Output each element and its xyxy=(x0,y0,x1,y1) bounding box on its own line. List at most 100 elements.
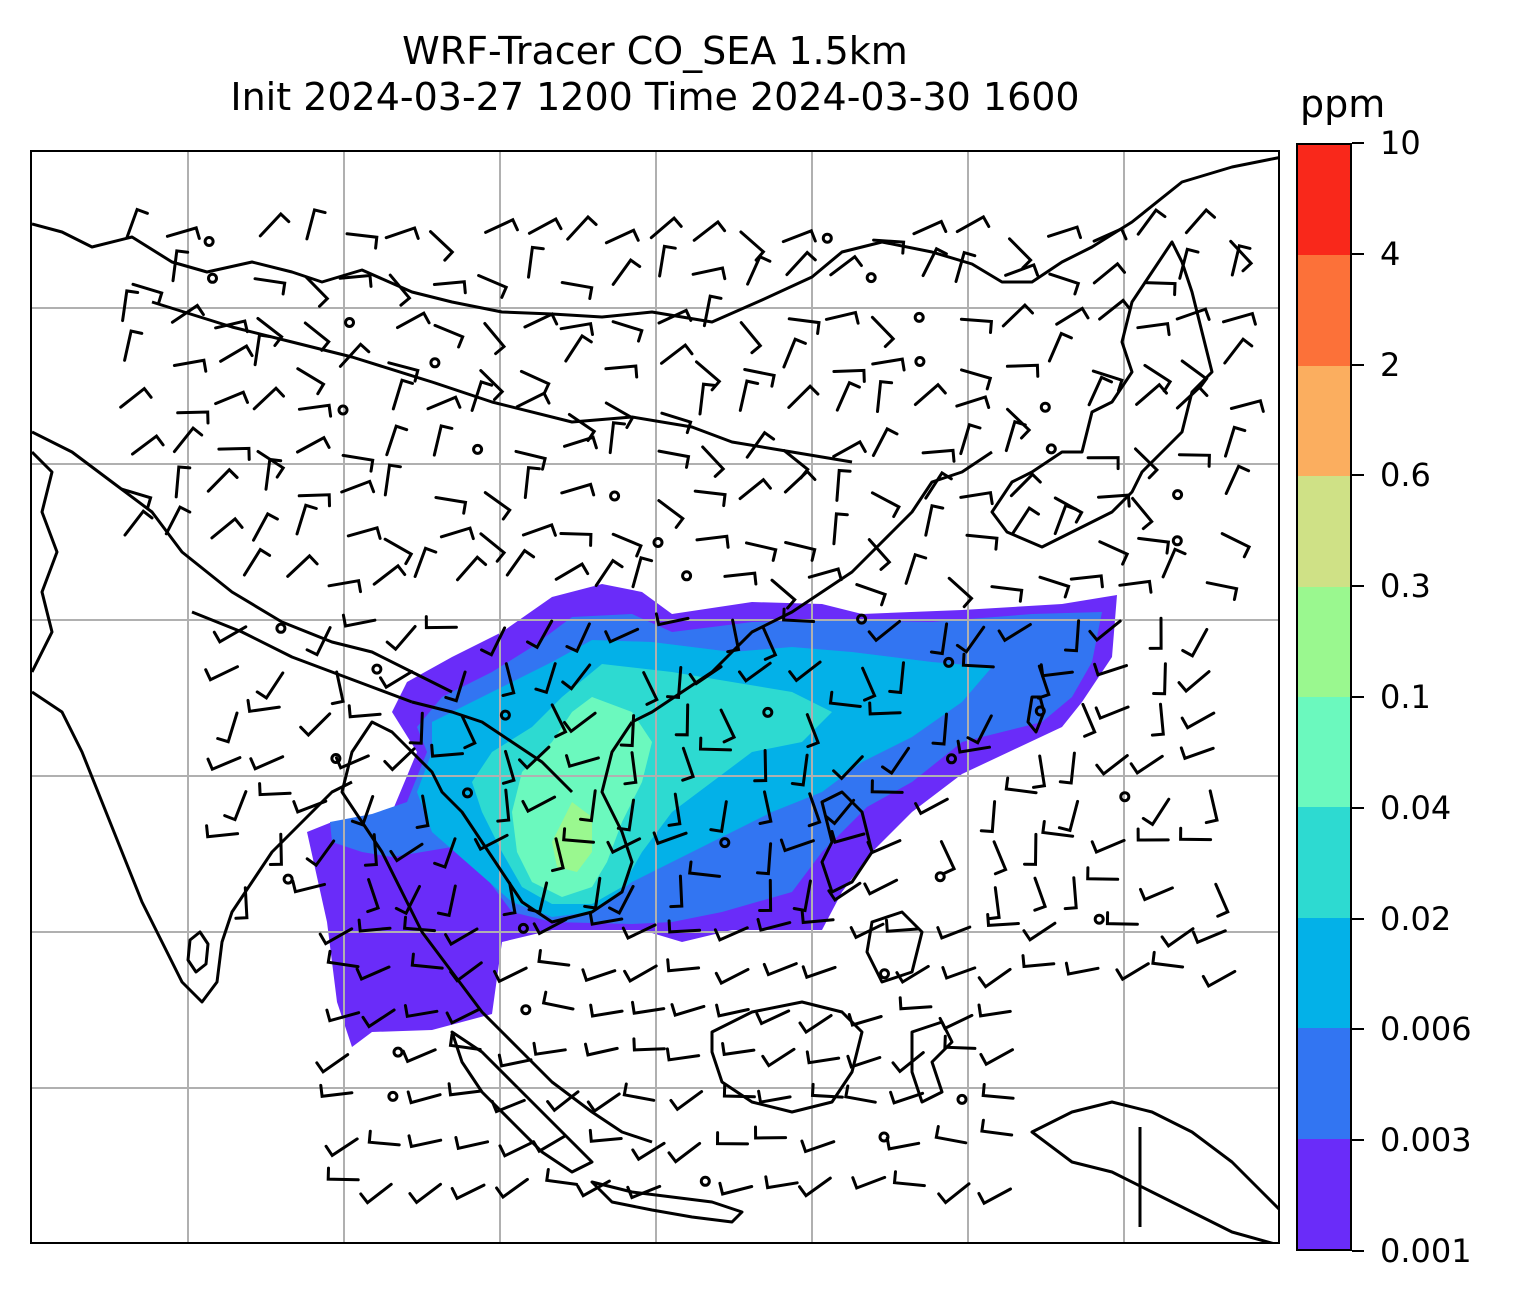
coastline-indochina xyxy=(340,720,653,1144)
wind-barb xyxy=(698,382,716,416)
wind-barb xyxy=(1220,532,1252,559)
wind-barb xyxy=(692,219,727,242)
calm-circle xyxy=(520,1004,532,1016)
wind-barb xyxy=(432,424,454,457)
wind-barb xyxy=(954,250,977,283)
wind-barb xyxy=(810,1082,844,1099)
wind-barb xyxy=(1229,398,1265,413)
wind-barb xyxy=(921,448,956,463)
wind-barb xyxy=(264,457,283,491)
wind-barb xyxy=(164,505,192,536)
calm-circle xyxy=(203,236,215,247)
wind-barb xyxy=(527,245,545,279)
wind-barb xyxy=(784,541,817,562)
wind-barb xyxy=(715,1003,750,1018)
wind-barb xyxy=(867,538,892,571)
wind-barb xyxy=(805,1050,841,1065)
wind-barb xyxy=(1048,272,1081,296)
wind-barb xyxy=(783,469,817,494)
calm-circle xyxy=(1034,705,1046,717)
wind-barb xyxy=(1177,670,1211,694)
wind-barb xyxy=(444,670,467,703)
coastlines xyxy=(32,156,1278,1242)
wind-barb xyxy=(782,337,807,369)
wind-barb xyxy=(305,626,332,657)
wind-barb xyxy=(532,917,568,936)
wind-barb xyxy=(588,1128,623,1143)
wind-barb xyxy=(934,1125,968,1145)
wind-barb xyxy=(554,562,590,581)
wind-barb xyxy=(258,782,292,797)
wind-barb xyxy=(338,342,371,368)
wind-barb xyxy=(433,323,465,349)
wind-barb xyxy=(977,1003,1012,1018)
wind-barb xyxy=(545,1168,579,1186)
wind-barb xyxy=(977,967,1012,989)
wind-barb xyxy=(870,315,896,348)
coastline-java xyxy=(590,1180,744,1224)
wind-barb xyxy=(959,490,994,506)
calm-circle xyxy=(856,613,868,625)
wind-barb xyxy=(667,919,702,934)
wind-barb xyxy=(408,711,424,745)
wind-barb xyxy=(559,532,593,547)
wind-barb xyxy=(1094,705,1130,721)
wind-barb xyxy=(296,435,331,454)
colorbar-tick-label: 2 xyxy=(1380,345,1401,384)
wind-barb xyxy=(1161,547,1187,579)
wind-barb xyxy=(722,1083,756,1099)
wind-barb xyxy=(657,449,691,469)
wind-barb xyxy=(576,1179,611,1198)
wind-barb xyxy=(1055,306,1090,326)
wind-barb xyxy=(844,1084,877,1104)
wind-barb xyxy=(131,434,165,456)
wind-barb xyxy=(1141,797,1171,827)
wind-barb xyxy=(303,321,331,352)
wind-barb xyxy=(479,532,507,563)
colorbar-tick xyxy=(1352,806,1364,809)
wind-barb xyxy=(490,1098,526,1114)
wind-barb xyxy=(383,463,402,497)
calm-circle xyxy=(330,753,342,764)
wind-barb xyxy=(801,965,837,980)
wind-barb xyxy=(345,232,379,250)
wind-barb xyxy=(495,1177,529,1200)
wind-barb xyxy=(256,316,284,347)
wind-barb xyxy=(384,226,420,240)
wind-barb xyxy=(1086,456,1120,471)
wind-barb xyxy=(295,503,318,536)
wind-barb xyxy=(846,1054,882,1069)
wind-barb xyxy=(120,487,153,510)
wind-barb xyxy=(174,465,192,499)
wind-barb xyxy=(1063,876,1078,911)
calm-circle xyxy=(719,837,731,849)
wind-barb xyxy=(701,445,726,478)
wind-barb xyxy=(781,228,817,244)
calm-circle xyxy=(1039,401,1051,413)
calm-circle xyxy=(462,787,473,799)
wind-barb xyxy=(327,578,362,594)
wind-barb xyxy=(792,879,812,913)
wind-barb xyxy=(670,1003,706,1017)
wind-barb xyxy=(367,1129,401,1147)
wind-barb xyxy=(746,254,772,286)
wind-barb xyxy=(642,671,659,706)
wind-barb xyxy=(1179,826,1213,842)
wind-barb xyxy=(870,491,901,519)
wind-barb xyxy=(714,967,750,986)
wind-barb xyxy=(1224,425,1247,458)
wind-barb xyxy=(258,211,291,238)
wind-barb xyxy=(1180,711,1216,730)
wind-barb xyxy=(172,358,208,373)
wind-barb xyxy=(667,792,682,827)
wind-barb xyxy=(745,430,776,459)
wind-barb xyxy=(256,450,286,479)
wind-barb xyxy=(1204,789,1219,825)
wind-barb xyxy=(383,537,414,566)
wind-barb xyxy=(652,831,688,846)
wind-barb xyxy=(432,280,467,295)
wind-barb xyxy=(824,310,860,325)
wind-barb xyxy=(408,1182,442,1205)
wind-barb xyxy=(835,380,861,412)
wind-barb xyxy=(385,625,417,652)
